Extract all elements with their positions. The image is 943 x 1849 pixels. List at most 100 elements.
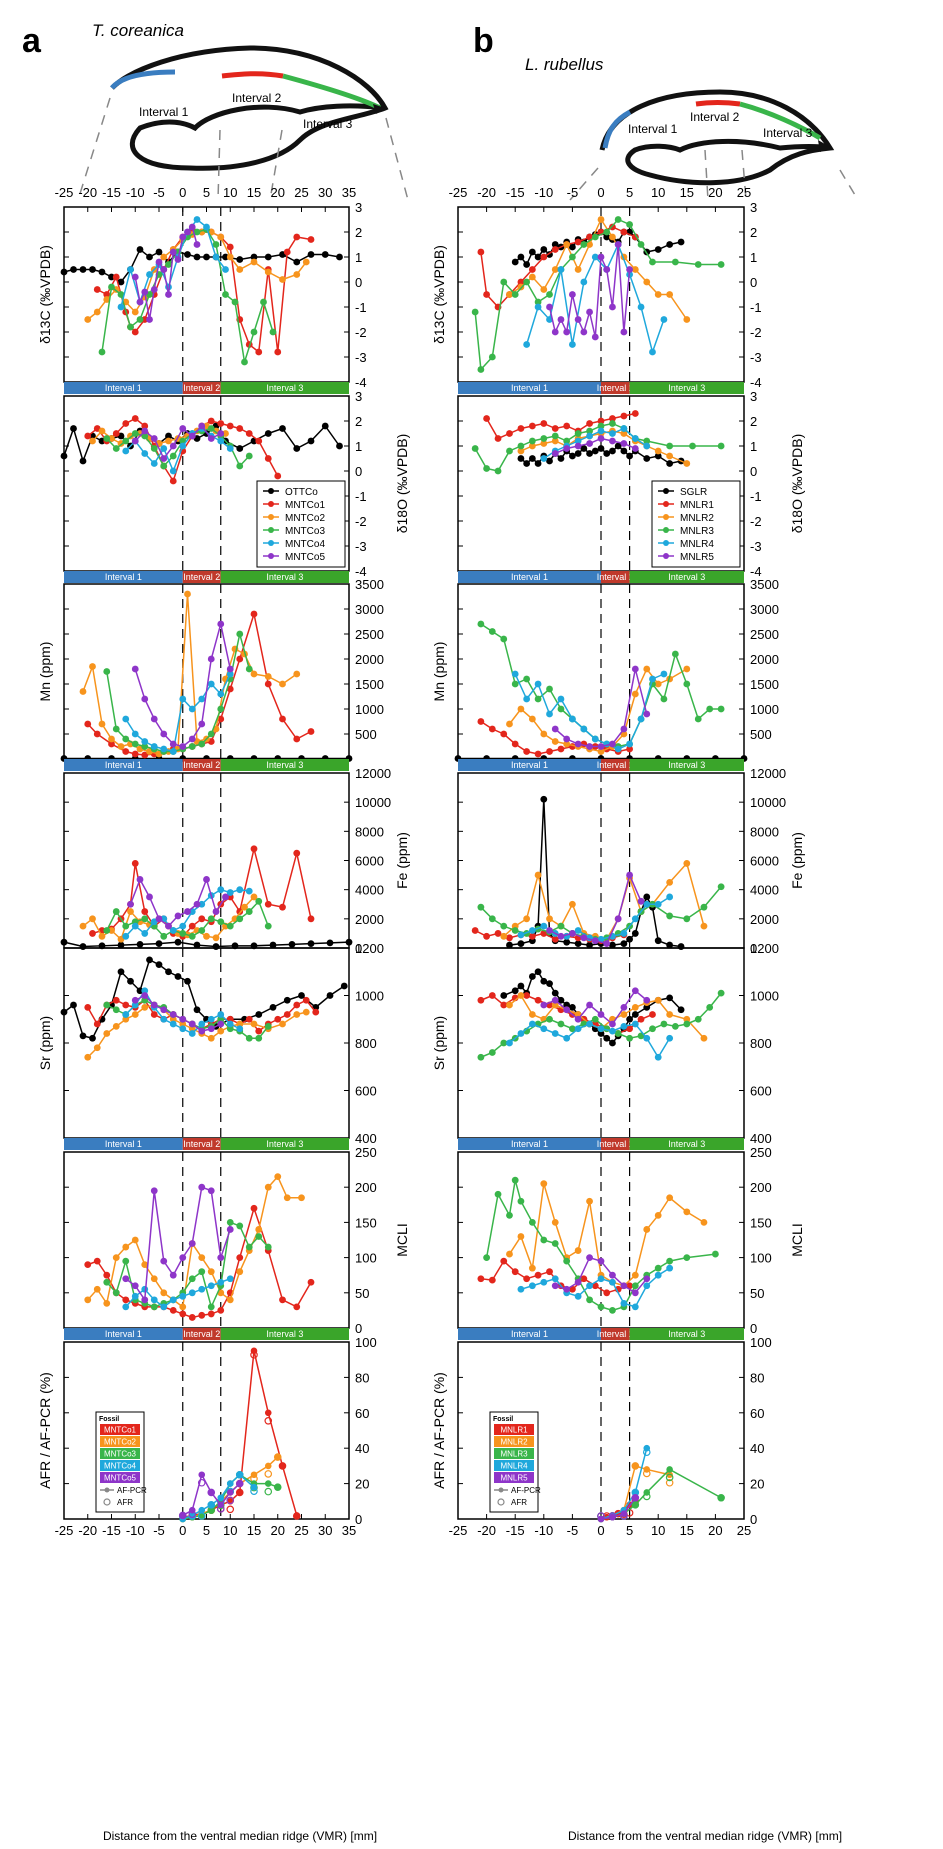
panel-a-d13c-point-OTTCo <box>293 258 301 266</box>
panel-a-mn-point-MNTCo4 <box>131 730 139 738</box>
panel-a-sr-point-OTTCo <box>146 956 153 964</box>
panel-a-fe-point-OTTCo <box>174 938 182 946</box>
panel-b-fe-point-MNLR5 <box>591 937 599 945</box>
panel-a-mcli-point-MNTCo5 <box>122 1275 130 1283</box>
panel-a-top-xtick: -25 <box>55 185 74 200</box>
panel-b-sr-point-MNLR3 <box>546 1015 553 1023</box>
panel-a-mcli-ylabel: MCLI <box>394 1223 410 1256</box>
panel-b-afr-legend-label-MNLR4: MNLR4 <box>500 1462 528 1471</box>
panel-a-bottom-xtick: -5 <box>153 1523 165 1538</box>
panel-b-mcli-ytick: 250 <box>750 1145 772 1160</box>
panel-b-d18o-point-MNLR3 <box>597 422 605 430</box>
panel-b-sr-point-MNLR2 <box>517 992 525 999</box>
panel-a-mn-point-MNTCo4 <box>188 705 196 713</box>
panel-b-afr-afr-point-MNLR3 <box>665 1473 674 1482</box>
panel-b-d18o-point-MNLR5 <box>631 445 639 452</box>
panel-b-afr-legend-afpcr-marker <box>498 1487 504 1493</box>
panel-b-d13c-point-MNLR1 <box>477 248 485 256</box>
panel-a-sr-point-MNTCo2 <box>179 1020 187 1028</box>
panel-b-d13c-point-MNLR5 <box>546 303 553 311</box>
panel-a-fe-ytick: 12000 <box>355 766 391 781</box>
panel-b-mn-point-MNLR3 <box>706 705 714 713</box>
panel-a-legend-label-MNTCo3: MNTCo3 <box>285 526 325 537</box>
panel-b-fe-point-MNLR5 <box>626 871 633 879</box>
panel-b-sr-point-MNLR4 <box>517 1030 525 1037</box>
panel-b-d13c-point-MNLR1 <box>620 228 628 236</box>
panel-a-mn-interval-band: Interval 1 Interval 2 Interval 3 <box>64 759 349 771</box>
panel-b-d13c-point-MNLR3 <box>471 308 479 316</box>
panel-b-d18o-point-MNLR4 <box>586 432 593 440</box>
panel-a-sr-point-MNTCo5 <box>131 996 139 1004</box>
panel-b-d13c-point-MNLR4 <box>557 266 565 273</box>
panel-b-mcli-point-MNLR4 <box>574 1292 582 1300</box>
panel-b-mcli-interval-band: Interval 1 Interval 2 Interval 3 <box>458 1328 744 1340</box>
panel-a-d13c-point-OTTCo <box>117 278 125 286</box>
panel-b-d18o-point-MNLR3 <box>471 445 479 452</box>
panel-a-mcli-point-MNTCo2 <box>298 1194 305 1202</box>
panel-a-mcli-point-MNTCo1 <box>250 1204 258 1212</box>
panel-b-mn-band-label-1: Interval 1 <box>511 760 548 770</box>
panel-a-d18o-ytick: -3 <box>355 539 367 554</box>
panel-b-sr-point-MNLR4 <box>620 1022 628 1030</box>
panel-b-bottom-xtick: 0 <box>597 1523 604 1538</box>
panel-a-mcli-point-MNTCo3 <box>207 1303 215 1311</box>
panel-a-fe-point-MNTCo1 <box>250 845 258 853</box>
shell-a-interval-1-label: Interval 1 <box>139 105 189 119</box>
panel-b-mn-point-MNLR5 <box>563 735 571 743</box>
panel-b-sr-point-SGLR <box>631 1011 639 1018</box>
panel-b-sr-point-MNLR4 <box>597 1025 605 1033</box>
panel-a-sr-point-MNTCo1 <box>312 1008 320 1016</box>
panel-b-sr-point-MNLR4 <box>643 1034 651 1042</box>
panel-a-d13c-point-MNTCo2 <box>226 253 234 261</box>
panel-b-d18o-point-MNLR2 <box>551 437 559 445</box>
panel-b-afr-ytick: 20 <box>750 1477 764 1492</box>
panel-a-mcli-point-MNTCo2 <box>207 1268 215 1276</box>
panel-b-d13c-point-SGLR <box>540 246 548 253</box>
panel-a-fe-point-MNTCo2 <box>89 915 96 923</box>
panel-a-d13c-point-MNTCo5 <box>146 316 153 323</box>
panel-b-sr-point-SGLR <box>500 992 508 999</box>
panel-a-d13c-point-MNTCo4 <box>146 271 153 278</box>
panel-a-mn-point-MNTCo4 <box>122 715 130 723</box>
panel-a-d18o-point-OTTCo <box>279 425 286 432</box>
panel-b-d13c-point-SGLR <box>517 253 525 261</box>
panel-b-d13c-point-MNLR5 <box>620 328 628 336</box>
panel-a-sr-point-MNTCo3 <box>226 1025 234 1033</box>
panel-a-d13c-point-MNTCo3 <box>98 348 106 356</box>
panel-a-top-xtick: -20 <box>78 185 97 200</box>
panel-b-mn-point-MNLR5 <box>586 743 593 750</box>
panel-a-d18o-point-MNTCo5 <box>217 430 225 437</box>
panel-a-afr-legend-title: Fossil <box>99 1416 119 1423</box>
panel-b-sr-point-MNLR1 <box>523 992 531 999</box>
panel-b-d18o-point-MNLR3 <box>586 427 593 435</box>
panel-b-d18o-point-SGLR <box>620 447 628 455</box>
panel-a-d18o-series-MNTCo3 <box>106 427 250 468</box>
panel-a-d13c-point-MNTCo5 <box>179 233 187 241</box>
panel-b-fe-point-MNLR3 <box>511 927 519 934</box>
panel-b-afr-legend-label-MNLR1: MNLR1 <box>500 1426 528 1435</box>
panel-a-afr-afr-point-MNTCo5 <box>207 1488 216 1497</box>
panel-b-sr-ytick: 1200 <box>750 941 779 956</box>
panel-b-sr-series-MNLR5 <box>543 989 648 1026</box>
panel-a-sr-point-MNTCo4 <box>236 1025 244 1033</box>
panel-b-mcli-point-MNLR4 <box>528 1282 536 1290</box>
panel-a-mcli-point-MNTCo5 <box>188 1240 196 1247</box>
panel-a-d13c-ytick: 2 <box>355 225 362 240</box>
panel-b-sr-point-MNLR2 <box>506 1001 513 1009</box>
panel-b-d18o-point-MNLR2 <box>666 452 674 460</box>
panel-b-d13c-point-MNLR1 <box>540 253 548 261</box>
panel-b-afr-legend-afr-marker <box>497 1498 505 1506</box>
panel-b-fe-point-MNLR2 <box>523 915 531 923</box>
panel-b-d13c-point-MNLR2 <box>563 241 571 248</box>
panel-a-d18o-point-MNTCo1 <box>122 420 130 427</box>
panel-b-sr-ylabel: Sr (ppm) <box>431 1016 447 1070</box>
panel-b-d18o-point-SGLR <box>597 445 605 452</box>
panel-b-d18o-ytick: -4 <box>750 564 762 579</box>
panel-a-d18o-point-OTTCo <box>165 432 172 440</box>
panel-a-sr-series-MNTCo5 <box>134 994 222 1032</box>
panel-a-mn-ytick: 500 <box>355 727 377 742</box>
panel-b-mn-point-MNLR3 <box>477 620 485 628</box>
panel-a-afr-legend-swatch-MNTCo2 <box>100 1436 140 1447</box>
panel-a-mn-point-MNTCo3 <box>112 725 120 733</box>
